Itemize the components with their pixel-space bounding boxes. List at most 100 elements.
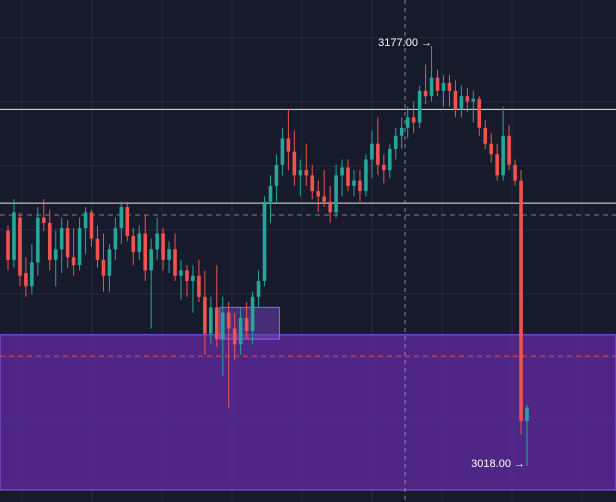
candle-body: [238, 317, 243, 345]
candle-body: [423, 90, 428, 97]
candle: [376, 117, 380, 176]
candle-body: [429, 77, 434, 97]
candle-body: [417, 90, 422, 123]
demand-zone[interactable]: [0, 334, 616, 491]
candle: [459, 85, 464, 118]
candle-body: [83, 212, 88, 229]
candle: [244, 302, 249, 340]
candle-body: [226, 312, 231, 329]
candle: [179, 259, 183, 300]
candle: [47, 209, 52, 271]
candle: [167, 241, 171, 274]
candle-body: [387, 148, 392, 171]
candle: [185, 265, 189, 297]
candle: [525, 405, 529, 466]
candle-body: [459, 96, 464, 110]
candle-body: [197, 275, 201, 297]
candle: [328, 185, 332, 223]
candle-body: [525, 407, 529, 421]
candle: [477, 96, 482, 136]
candle: [53, 230, 58, 287]
candle: [191, 265, 195, 313]
candle-body: [12, 212, 16, 260]
candle-body: [483, 127, 488, 144]
candle-body: [399, 127, 404, 136]
candle: [387, 143, 392, 178]
candle: [513, 159, 517, 186]
candle-body: [155, 233, 159, 250]
candle-body: [209, 307, 213, 334]
candle: [382, 154, 386, 184]
candle: [203, 270, 207, 355]
candle: [173, 233, 177, 281]
candle: [95, 225, 100, 268]
candle: [417, 85, 422, 128]
candle-body: [244, 317, 249, 332]
candle: [59, 217, 64, 274]
candle-body: [435, 77, 440, 91]
candle-body: [220, 312, 225, 340]
candle-body: [161, 233, 165, 260]
candle: [286, 109, 291, 171]
candle: [405, 106, 410, 139]
candle-body: [513, 164, 517, 181]
candle-body: [447, 82, 452, 91]
candle-body: [30, 262, 34, 287]
candle-body: [71, 257, 76, 266]
candle-body: [41, 217, 46, 223]
candle-body: [352, 180, 356, 186]
candle-body: [65, 228, 70, 258]
candle: [352, 170, 356, 197]
candle-body: [47, 222, 52, 260]
candle: [489, 133, 494, 163]
candle: [107, 244, 112, 292]
candle-body: [280, 138, 285, 165]
candle: [310, 164, 315, 200]
candle: [6, 225, 10, 271]
candle-body: [107, 249, 112, 276]
candle-body: [89, 212, 94, 239]
candle-body: [507, 135, 511, 165]
candle-body: [477, 98, 482, 128]
candle-body: [346, 167, 350, 186]
candle: [274, 154, 279, 202]
candle-body: [6, 230, 10, 260]
candle-body: [232, 328, 237, 345]
candle-body: [95, 238, 100, 260]
candle-body: [131, 236, 136, 252]
candle-body: [382, 164, 386, 171]
candle: [143, 214, 148, 281]
candle: [113, 217, 118, 260]
candle-body: [77, 228, 82, 266]
candle-body: [405, 117, 410, 128]
candle: [519, 170, 523, 435]
candle-body: [370, 143, 374, 160]
candle-body: [489, 143, 494, 155]
candle-body: [125, 207, 130, 237]
candle: [316, 180, 321, 213]
candle-body: [214, 307, 219, 340]
candle-body: [274, 164, 279, 186]
candle: [101, 233, 106, 292]
candle-body: [185, 270, 189, 281]
candle-body: [53, 249, 58, 260]
candle-body: [304, 170, 309, 176]
candle: [77, 217, 82, 271]
candle-body: [167, 249, 171, 260]
candle: [322, 170, 326, 208]
candle: [471, 90, 476, 123]
candle: [131, 228, 136, 266]
candle-body: [316, 191, 321, 197]
candle: [465, 88, 470, 112]
level-lines: [0, 108, 616, 357]
candle: [256, 270, 261, 308]
candle: [358, 170, 362, 202]
candle: [65, 220, 70, 268]
candle: [501, 106, 505, 181]
candle: [298, 159, 303, 197]
candle-body: [36, 217, 40, 263]
candle: [280, 127, 285, 176]
candle-body: [179, 270, 183, 276]
